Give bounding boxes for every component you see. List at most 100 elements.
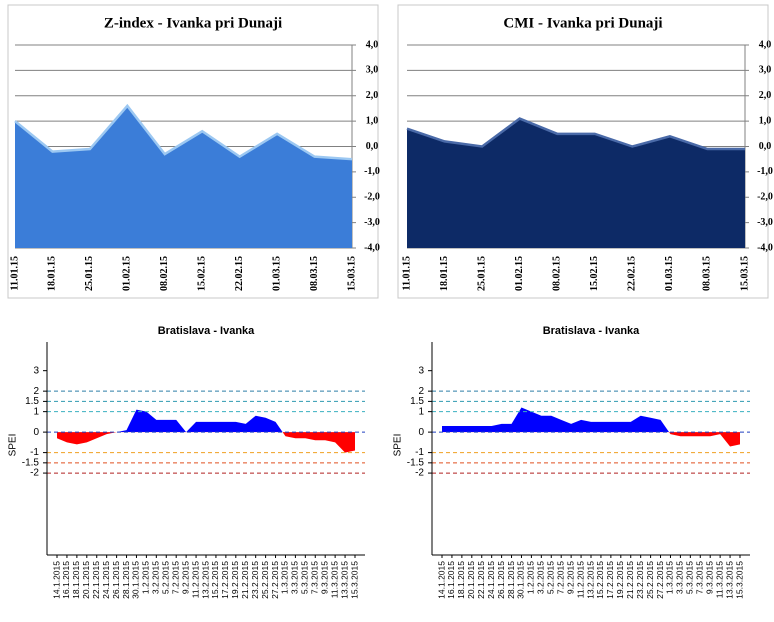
x-tick-label: 11.3.2015 (714, 561, 724, 598)
x-tick-label: 20.1.2015 (466, 561, 476, 599)
x-tick-label: 5.3.2015 (685, 561, 695, 594)
x-tick-label: 1.2.2015 (526, 561, 536, 594)
x-tick-label: 23.2.2015 (635, 561, 645, 599)
x-tick-label: 3.3.2015 (675, 561, 685, 594)
x-tick-label: 17.2.2015 (220, 561, 230, 599)
x-tick-label: 21.2.2015 (240, 561, 250, 599)
x-tick-label: 25.01.15 (84, 256, 95, 291)
y-tick-label: 1.5 (410, 396, 424, 407)
y-tick-label: -2 (30, 468, 39, 479)
x-tick-label: 27.2.2015 (270, 561, 280, 599)
chart-title: Bratislava - Ivanka (158, 325, 255, 337)
x-tick-label: 16.1.2015 (446, 561, 456, 599)
x-tick-label: 15.02.15 (589, 256, 600, 291)
x-tick-label: 30.1.2015 (131, 561, 141, 599)
x-tick-label: 15.03.15 (346, 256, 357, 291)
x-tick-label: 23.2.2015 (250, 561, 260, 599)
y-tick-label: 1,0 (366, 115, 379, 126)
chart-title: CMI - Ivanka pri Dunaji (503, 15, 662, 31)
y-tick-label: 4,0 (759, 39, 772, 50)
y-tick-label: 0,0 (759, 141, 772, 152)
y-tick-label: -3,0 (364, 217, 380, 228)
y-tick-label: 3,0 (759, 65, 772, 76)
x-tick-label: 11.2.2015 (575, 561, 585, 598)
x-tick-label: 11.3.2015 (329, 561, 339, 598)
y-tick-label: 1 (418, 406, 424, 417)
x-tick-label: 17.2.2015 (605, 561, 615, 599)
x-tick-label: 7.2.2015 (555, 561, 565, 594)
x-tick-label: 11.01.15 (401, 256, 412, 290)
y-tick-label: 3,0 (366, 65, 379, 76)
y-tick-label: 0 (418, 427, 424, 438)
x-tick-label: 20.1.2015 (81, 561, 91, 599)
x-tick-label: 18.01.15 (439, 256, 450, 291)
x-tick-label: 19.2.2015 (230, 561, 240, 599)
x-tick-label: 15.03.15 (739, 256, 750, 291)
x-tick-label: 3.3.2015 (290, 561, 300, 594)
y-tick-label: -2,0 (757, 192, 773, 203)
x-tick-label: 5.2.2015 (546, 561, 556, 594)
x-tick-label: 7.2.2015 (170, 561, 180, 594)
x-tick-label: 19.2.2015 (615, 561, 625, 599)
y-tick-label: 2 (418, 386, 424, 397)
x-tick-label: 30.1.2015 (516, 561, 526, 599)
y-tick-label: 0,0 (366, 141, 379, 152)
y-tick-label: -1 (30, 447, 39, 458)
x-tick-label: 13.3.2015 (339, 561, 349, 599)
area (407, 118, 745, 249)
chart-title: Bratislava - Ivanka (543, 325, 640, 337)
x-tick-label: 3.2.2015 (536, 561, 546, 594)
y-tick-label: 1.5 (25, 396, 39, 407)
x-tick-label: 24.1.2015 (486, 561, 496, 599)
y-axis-label: SPEI (393, 434, 404, 457)
x-tick-label: 28.1.2015 (506, 561, 516, 599)
y-tick-label: -1.5 (407, 457, 425, 468)
x-tick-label: 01.03.15 (664, 256, 675, 291)
x-tick-label: 22.1.2015 (476, 561, 486, 599)
x-tick-label: 15.02.15 (197, 256, 208, 291)
x-tick-label: 9.2.2015 (565, 561, 575, 594)
x-tick-label: 13.3.2015 (724, 561, 734, 599)
x-tick-label: 9.2.2015 (180, 561, 190, 594)
y-axis-label: SPEI (8, 434, 19, 457)
x-tick-label: 01.02.15 (122, 256, 133, 291)
x-tick-label: 08.03.15 (702, 256, 713, 291)
area-line (406, 117, 745, 151)
x-tick-label: 24.1.2015 (101, 561, 111, 599)
y-tick-label: -4,0 (364, 242, 380, 253)
y-tick-label: -4,0 (757, 242, 773, 253)
y-tick-label: -1.5 (22, 457, 40, 468)
x-tick-label: 18.1.2015 (71, 561, 81, 599)
y-tick-label: 1 (33, 406, 39, 417)
y-tick-label: 4,0 (366, 39, 379, 50)
x-tick-label: 27.2.2015 (655, 561, 665, 599)
x-tick-label: 22.02.15 (234, 256, 245, 291)
x-tick-label: 5.2.2015 (161, 561, 171, 594)
y-tick-label: -2 (415, 468, 424, 479)
x-tick-label: 7.3.2015 (695, 561, 705, 594)
x-tick-label: 01.02.15 (514, 256, 525, 291)
x-tick-label: 13.2.2015 (585, 561, 595, 599)
y-tick-label: -1 (415, 447, 424, 458)
x-tick-label: 01.03.15 (271, 256, 282, 291)
x-tick-label: 9.3.2015 (704, 561, 714, 594)
x-tick-label: 28.1.2015 (121, 561, 131, 599)
x-tick-label: 22.02.15 (627, 256, 638, 291)
x-tick-label: 14.1.2015 (436, 561, 446, 599)
x-tick-label: 15.2.2015 (595, 561, 605, 599)
x-tick-label: 1.3.2015 (665, 561, 675, 594)
y-tick-label: -3,0 (757, 217, 773, 228)
x-tick-label: 26.1.2015 (496, 561, 506, 599)
x-tick-label: 3.2.2015 (151, 561, 161, 594)
x-tick-label: 14.1.2015 (51, 561, 61, 599)
y-tick-label: 3 (33, 365, 39, 376)
area-line (14, 103, 353, 161)
x-tick-label: 22.1.2015 (91, 561, 101, 599)
chart-title: Z-index - Ivanka pri Dunaji (104, 15, 282, 31)
x-tick-label: 13.2.2015 (200, 561, 210, 599)
x-tick-label: 5.3.2015 (300, 561, 310, 594)
x-tick-label: 9.3.2015 (319, 561, 329, 594)
x-tick-label: 25.2.2015 (260, 561, 270, 599)
y-tick-label: 0 (33, 427, 39, 438)
